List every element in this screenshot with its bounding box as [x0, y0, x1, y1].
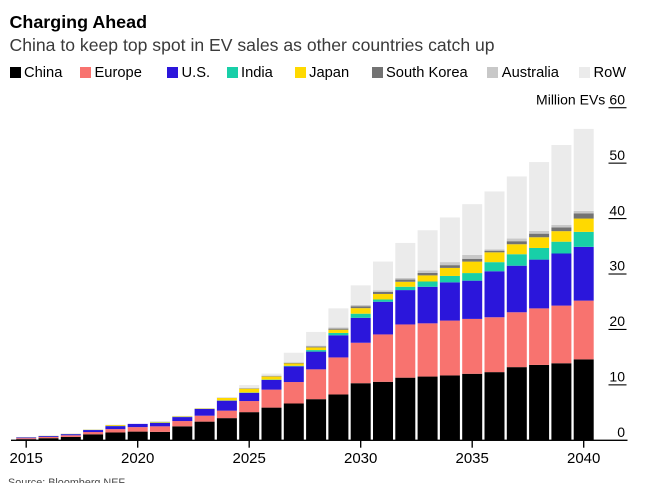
svg-text:60: 60: [609, 91, 625, 107]
svg-text:2015: 2015: [10, 450, 43, 467]
svg-text:2035: 2035: [456, 450, 489, 467]
svg-text:Million EVs: Million EVs: [536, 91, 605, 107]
svg-text:10: 10: [609, 369, 625, 385]
svg-text:30: 30: [609, 258, 625, 274]
svg-text:40: 40: [609, 202, 625, 218]
svg-text:2040: 2040: [567, 450, 600, 467]
svg-text:2020: 2020: [121, 450, 154, 467]
svg-text:20: 20: [609, 313, 625, 329]
svg-text:50: 50: [609, 147, 625, 163]
svg-text:2030: 2030: [344, 450, 377, 467]
svg-text:0: 0: [617, 424, 625, 440]
svg-text:2025: 2025: [233, 450, 266, 467]
